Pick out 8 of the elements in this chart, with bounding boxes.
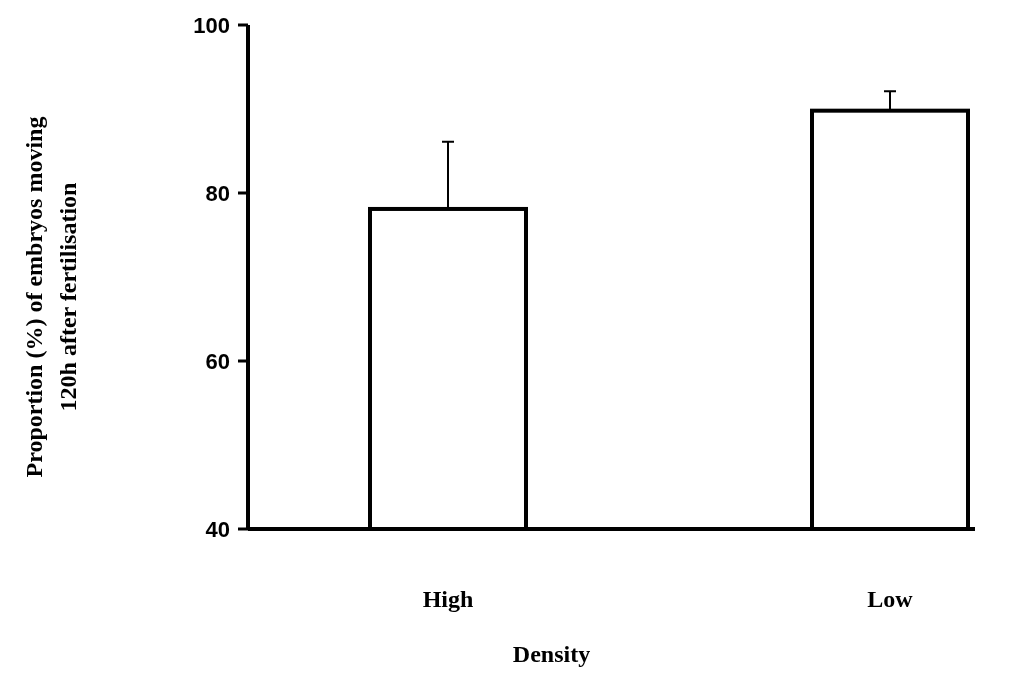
y-axis-title: Proportion (%) of embryos moving 120h after fertilisation bbox=[21, 116, 81, 478]
x-axis-title: Density bbox=[512, 641, 591, 667]
y-tick-label: 60 bbox=[205, 348, 230, 374]
x-tick-label: High bbox=[422, 586, 474, 612]
y-tick-label: 100 bbox=[193, 12, 230, 38]
y-tick-label: 80 bbox=[205, 180, 230, 206]
x-tick-label: Low bbox=[867, 586, 914, 612]
y-tick-label: 40 bbox=[205, 516, 230, 542]
